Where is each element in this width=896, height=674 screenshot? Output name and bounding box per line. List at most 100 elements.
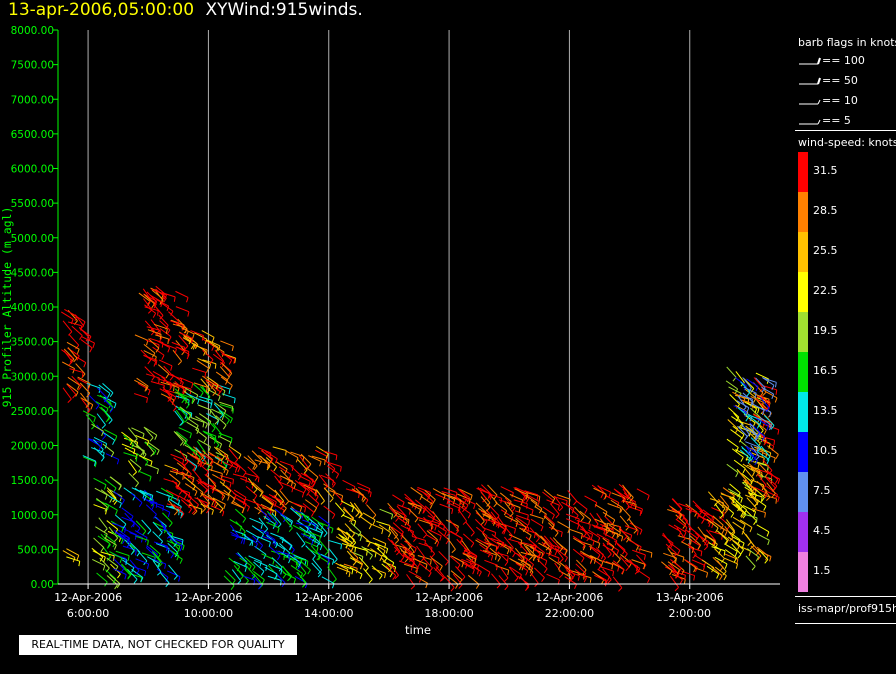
barb-shaft xyxy=(706,529,716,541)
barb-shaft xyxy=(556,548,568,558)
wind-barb xyxy=(632,549,646,560)
wind-barb xyxy=(193,344,208,355)
barb-shaft xyxy=(756,395,771,403)
barb-flag xyxy=(684,527,688,533)
barb-flag xyxy=(639,510,642,516)
barb-flag xyxy=(682,515,685,521)
barb-flag xyxy=(749,491,754,497)
barb-flag xyxy=(467,513,471,519)
barb-shaft xyxy=(272,446,287,451)
barb-flag xyxy=(411,531,415,537)
barb-flag xyxy=(543,568,548,574)
barb-flag xyxy=(69,357,74,363)
barb-shaft xyxy=(580,550,593,559)
barb-shaft xyxy=(136,377,149,387)
barb-shaft xyxy=(192,382,204,393)
wind-barb xyxy=(144,306,159,316)
wind-barb xyxy=(135,558,150,569)
barb-shaft xyxy=(308,455,322,462)
barb-flag xyxy=(430,553,436,558)
barb-flag xyxy=(229,385,233,391)
barb-shaft xyxy=(187,495,199,505)
barb-flag xyxy=(324,550,329,556)
wind-barb xyxy=(161,292,176,302)
barb-shaft xyxy=(407,507,419,519)
barb-flag xyxy=(757,463,760,469)
barb-flag xyxy=(425,564,428,570)
wind-barb xyxy=(624,525,639,536)
wind-barb xyxy=(579,528,594,540)
wind-barb xyxy=(179,377,194,389)
barb-flag xyxy=(495,546,499,552)
barb-shaft xyxy=(95,526,108,535)
barb-shaft xyxy=(671,570,686,576)
barb-flag xyxy=(537,553,541,559)
barb-shaft xyxy=(608,524,621,533)
wind-barb xyxy=(602,568,612,584)
wind-barb xyxy=(235,521,246,536)
wind-barb xyxy=(663,552,677,563)
barb-shaft xyxy=(81,336,95,344)
wind-barb xyxy=(95,401,109,414)
wind-barb xyxy=(342,514,357,526)
wind-barb xyxy=(274,475,284,492)
barb-shaft xyxy=(320,522,334,529)
wind-barb xyxy=(136,452,149,467)
wind-barb xyxy=(261,495,274,509)
wind-barb xyxy=(343,563,358,574)
barb-flag xyxy=(671,559,677,564)
barb-flag xyxy=(526,503,528,509)
barb-flag xyxy=(493,494,498,500)
barb-shaft xyxy=(96,498,108,508)
flag-legend-label: == 100 xyxy=(822,54,865,67)
barb-flag xyxy=(267,463,271,469)
barb-shaft xyxy=(208,382,221,393)
wind-barb xyxy=(557,521,571,534)
barb-shaft xyxy=(157,364,170,375)
barb-flag xyxy=(152,312,157,318)
wind-barb xyxy=(542,506,555,520)
barb-flag xyxy=(114,544,117,550)
barb-shaft xyxy=(218,410,230,421)
barb-flag xyxy=(532,555,537,561)
barb-shaft xyxy=(740,381,751,393)
barb-shaft xyxy=(321,576,335,584)
barb-flag xyxy=(176,496,180,502)
barb-flag xyxy=(757,432,761,438)
wind-barb xyxy=(694,504,706,520)
barb-flag xyxy=(611,533,616,539)
barb-flag xyxy=(172,407,177,412)
wind-barb xyxy=(748,415,761,429)
barb-flag xyxy=(320,500,325,505)
barb-flag xyxy=(767,540,770,546)
barb-shaft xyxy=(315,489,325,502)
barb-flag xyxy=(144,570,147,576)
barb-flag xyxy=(211,500,215,506)
barb-shaft xyxy=(521,528,536,534)
barb-shaft xyxy=(253,573,264,586)
barb-flag xyxy=(231,345,234,352)
barb-flag xyxy=(76,384,80,390)
barb-shaft xyxy=(370,548,383,557)
wind-barb xyxy=(765,424,780,435)
barb-flag xyxy=(701,514,706,520)
barb-flag xyxy=(431,517,435,523)
barb-flag xyxy=(297,562,301,568)
barb-flag xyxy=(146,563,150,569)
barb-flag xyxy=(501,529,506,534)
barb-flag xyxy=(197,399,200,405)
wind-barb xyxy=(593,487,607,500)
barb-shaft xyxy=(188,504,203,510)
barb-flag xyxy=(619,508,622,514)
barb-flag xyxy=(116,459,120,465)
barb-flag xyxy=(214,503,219,509)
barb-flag xyxy=(99,556,104,562)
wind-barb xyxy=(305,526,317,542)
barb-flag xyxy=(110,452,115,458)
barb-shaft xyxy=(745,494,759,501)
wind-barb xyxy=(197,357,212,369)
barb-shaft xyxy=(150,380,165,386)
barb-flag xyxy=(590,557,593,563)
wind-barb xyxy=(575,563,587,578)
barb-shaft xyxy=(155,516,166,528)
